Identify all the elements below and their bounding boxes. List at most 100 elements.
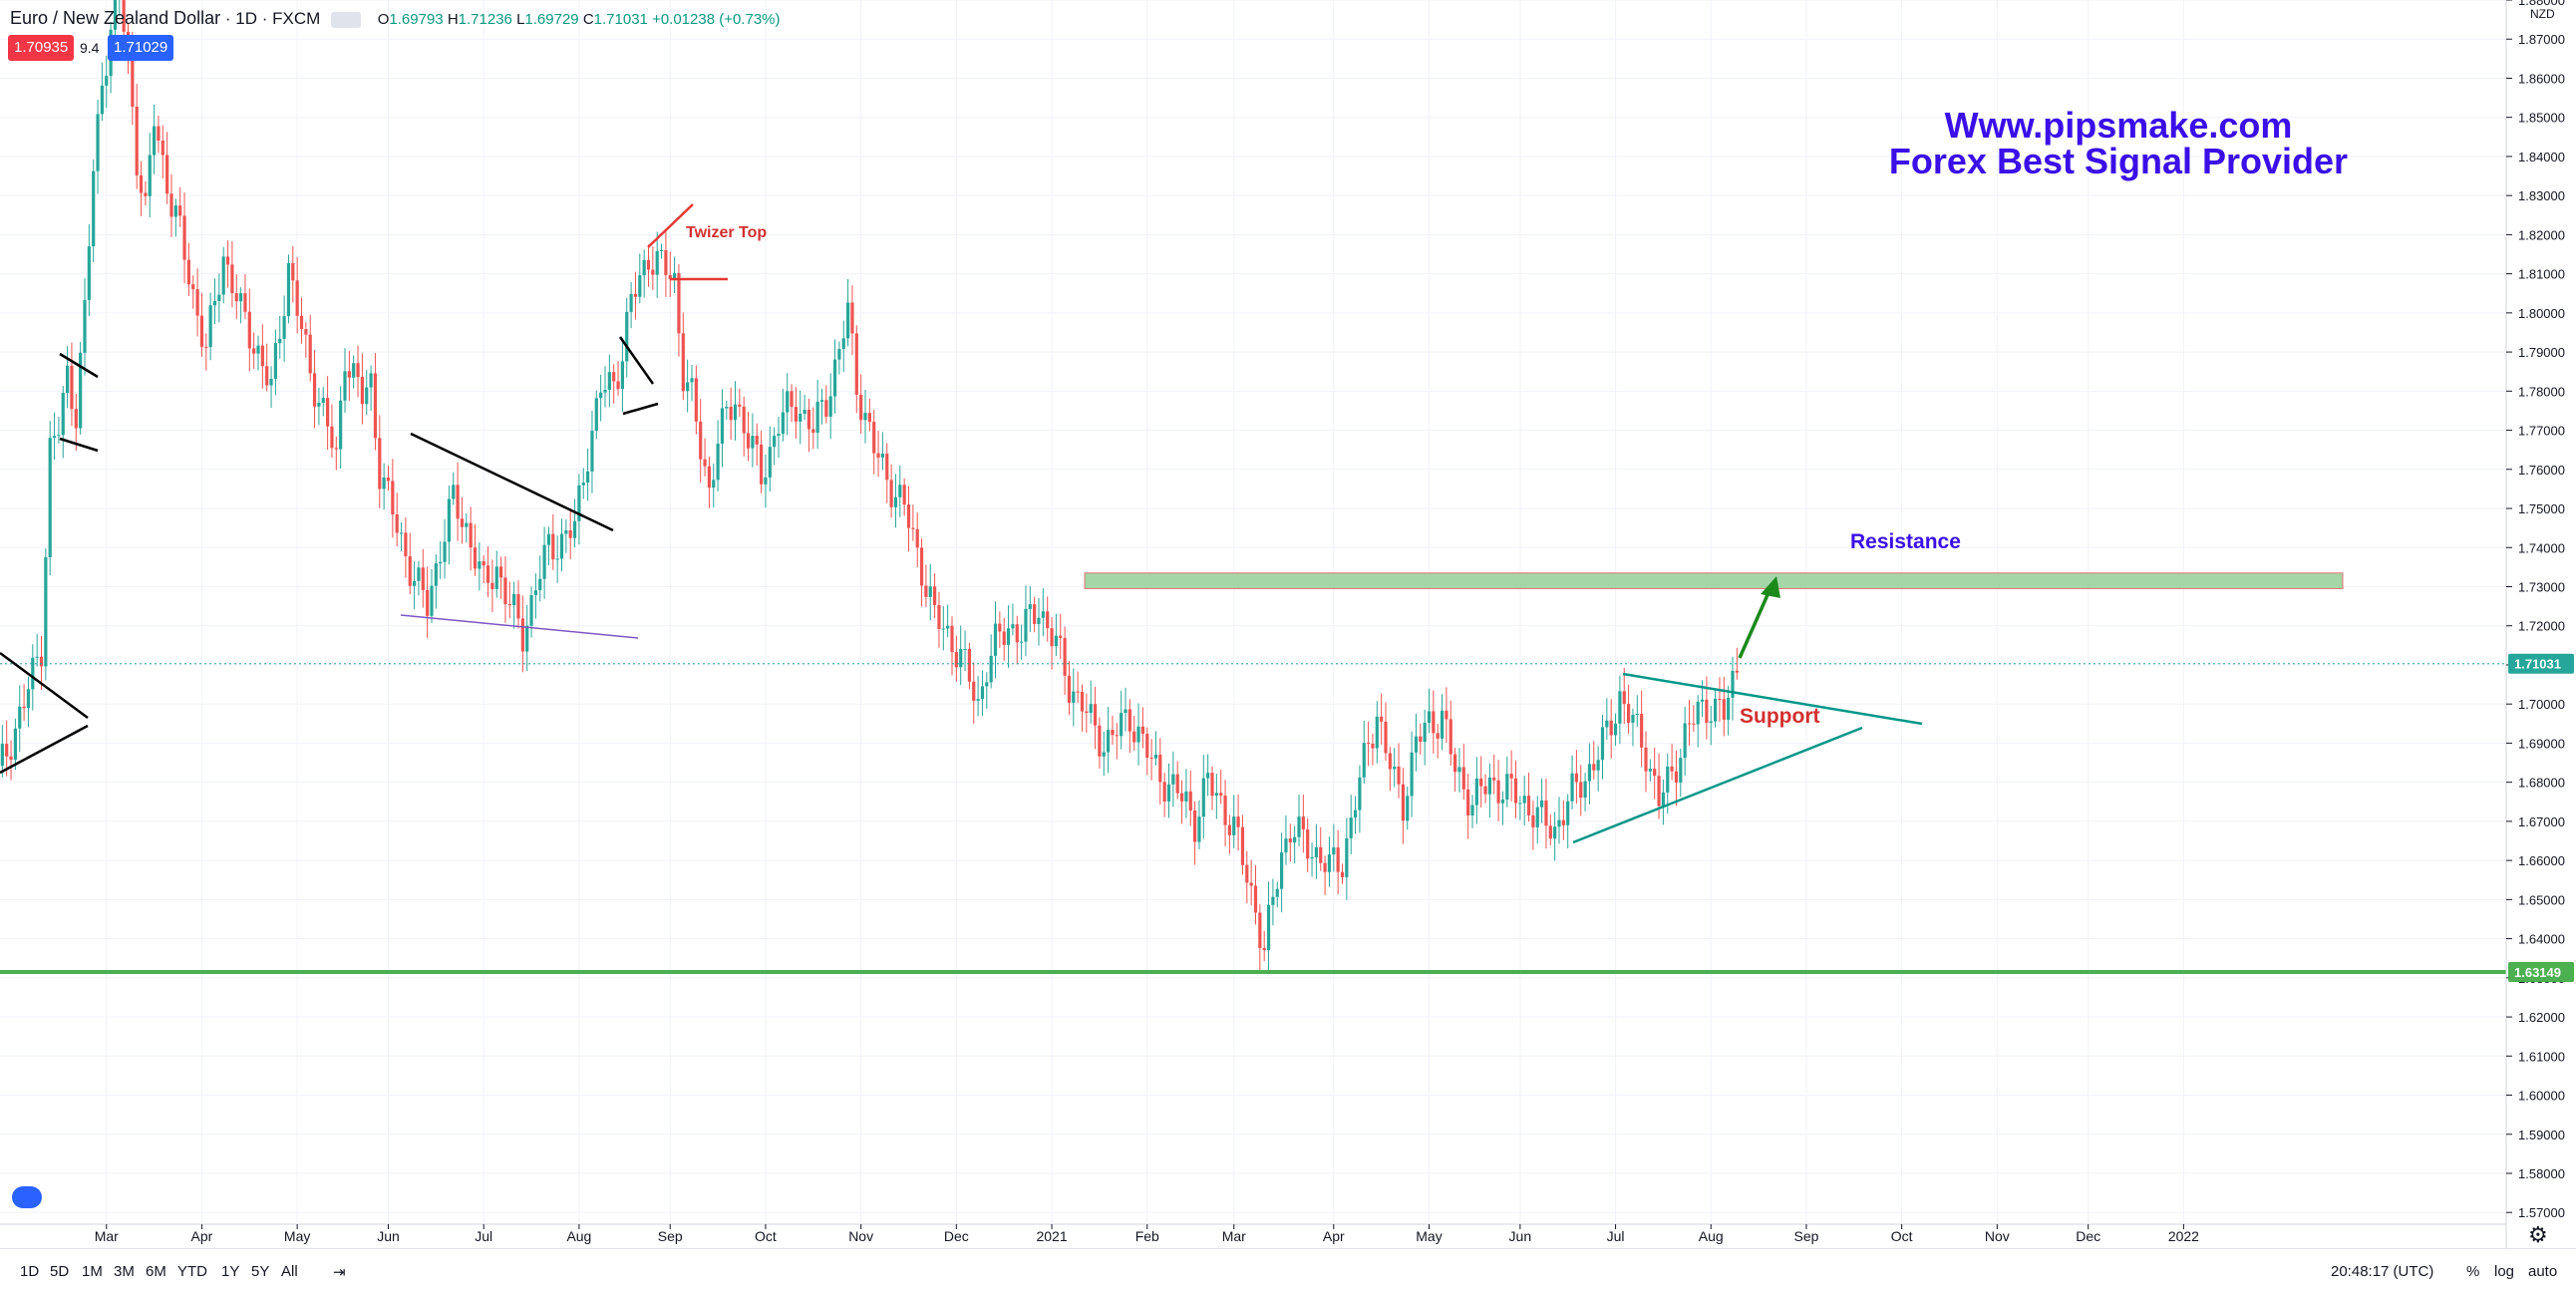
candle-body (1518, 803, 1522, 805)
candle-body (1492, 777, 1496, 781)
candle-body (365, 387, 369, 405)
candle-body (1696, 701, 1700, 725)
candle-body (889, 480, 893, 507)
range-ytd-button[interactable]: YTD (177, 1263, 207, 1280)
candle-body (633, 293, 638, 297)
symbol-name[interactable]: Euro / New Zealand Dollar (10, 8, 221, 28)
currency-label: NZD (2530, 7, 2555, 21)
candle-body (863, 413, 867, 421)
candle-body (131, 52, 135, 108)
candle-body (1219, 793, 1223, 796)
tradingview-logo-icon[interactable] (12, 1186, 42, 1208)
spread-value: 9.4 (80, 40, 100, 56)
range-6m-button[interactable]: 6M (146, 1263, 166, 1280)
price-tick-label: 1.77000 (2518, 424, 2565, 439)
candle-body (1076, 691, 1080, 693)
date-range-icon[interactable]: ⇥ (333, 1264, 346, 1281)
candle-body (1410, 752, 1414, 797)
candle-body (343, 371, 347, 401)
candle-body (594, 398, 598, 432)
candle-body (499, 566, 503, 578)
candle-body (1037, 617, 1041, 624)
candle-body (898, 485, 902, 497)
candle-body (1609, 720, 1613, 736)
utc-clock[interactable]: 20:48:17 (UTC) (2331, 1263, 2434, 1280)
candle-body (360, 377, 364, 405)
candle-body (872, 422, 876, 454)
candle-body (837, 349, 841, 360)
candle-body (31, 657, 35, 690)
candle-body (1249, 882, 1253, 886)
sell-price-button[interactable]: 1.70935 (8, 35, 75, 61)
candle-body (712, 480, 716, 488)
candle-body (447, 498, 451, 542)
candle-body (1380, 716, 1384, 722)
candle-body (919, 547, 924, 586)
price-tick-label: 1.86000 (2518, 71, 2565, 86)
range-all-button[interactable]: All (281, 1263, 298, 1280)
candle-body (1596, 760, 1600, 771)
candle-body (1574, 773, 1578, 783)
candle-body (559, 533, 564, 559)
time-tick-label: Oct (1891, 1228, 1913, 1244)
candle-body (452, 485, 456, 499)
buy-price-button[interactable]: 1.71029 (108, 35, 174, 61)
candle-body (1362, 743, 1366, 778)
candle-body (1461, 767, 1465, 790)
candle-body (1470, 805, 1474, 815)
candle-body (1674, 771, 1679, 783)
brand-url: Www.pipsmake.com (1944, 105, 2293, 146)
candle-body (1479, 778, 1483, 787)
candle-body (746, 433, 751, 449)
candle-body (1314, 846, 1318, 858)
candle-body (1271, 896, 1275, 905)
candle-body (1566, 801, 1570, 825)
log-scale-button[interactable]: log (2494, 1263, 2515, 1280)
candle-body (1397, 767, 1401, 785)
chart-header: Euro / New Zealand Dollar · 1D · FXCM O1… (10, 8, 781, 28)
candle-body (1661, 792, 1665, 807)
candle-body (1158, 754, 1162, 783)
price-tick-label: 1.83000 (2518, 188, 2565, 203)
candle-body (1453, 754, 1457, 773)
price-tick-label: 1.61000 (2518, 1049, 2565, 1064)
gear-icon[interactable]: ⚙ (2528, 1222, 2548, 1247)
candle-body (998, 623, 1002, 632)
candle-body (1033, 604, 1037, 624)
candle-body (529, 595, 533, 626)
candle-body (165, 155, 169, 194)
candle-body (850, 302, 854, 334)
time-tick-label: Aug (1699, 1228, 1724, 1244)
candle-body (395, 513, 399, 533)
auto-scale-button[interactable]: auto (2528, 1263, 2558, 1280)
range-3m-button[interactable]: 3M (114, 1263, 135, 1280)
range-1y-button[interactable]: 1Y (221, 1263, 240, 1280)
candle-body (1648, 769, 1652, 772)
candle-body (221, 256, 225, 295)
percent-scale-button[interactable]: % (2466, 1263, 2480, 1280)
candle-body (1666, 766, 1670, 793)
candle-body (703, 459, 707, 467)
candle-body (373, 373, 378, 439)
candle-body (1722, 699, 1726, 720)
candle-body (586, 471, 590, 484)
candle-body (269, 378, 273, 386)
range-1m-button[interactable]: 1M (82, 1263, 103, 1280)
candle-body (1687, 723, 1692, 725)
candle-body (733, 404, 738, 421)
range-5d-button[interactable]: 5D (50, 1263, 70, 1280)
candle-body (516, 594, 520, 619)
interval-label[interactable]: 1D (235, 9, 257, 28)
candle-body (1319, 846, 1323, 863)
time-tick-label: Dec (2076, 1228, 2100, 1244)
candle-body (282, 316, 286, 339)
candle-body (135, 107, 139, 175)
candle-body (1179, 793, 1184, 802)
range-5y-button[interactable]: 5Y (251, 1263, 270, 1280)
candle-body (1509, 774, 1513, 779)
candle-body (1401, 784, 1405, 821)
range-1d-button[interactable]: 1D (20, 1263, 40, 1280)
candle-body (985, 682, 989, 687)
candle-body (846, 302, 850, 339)
